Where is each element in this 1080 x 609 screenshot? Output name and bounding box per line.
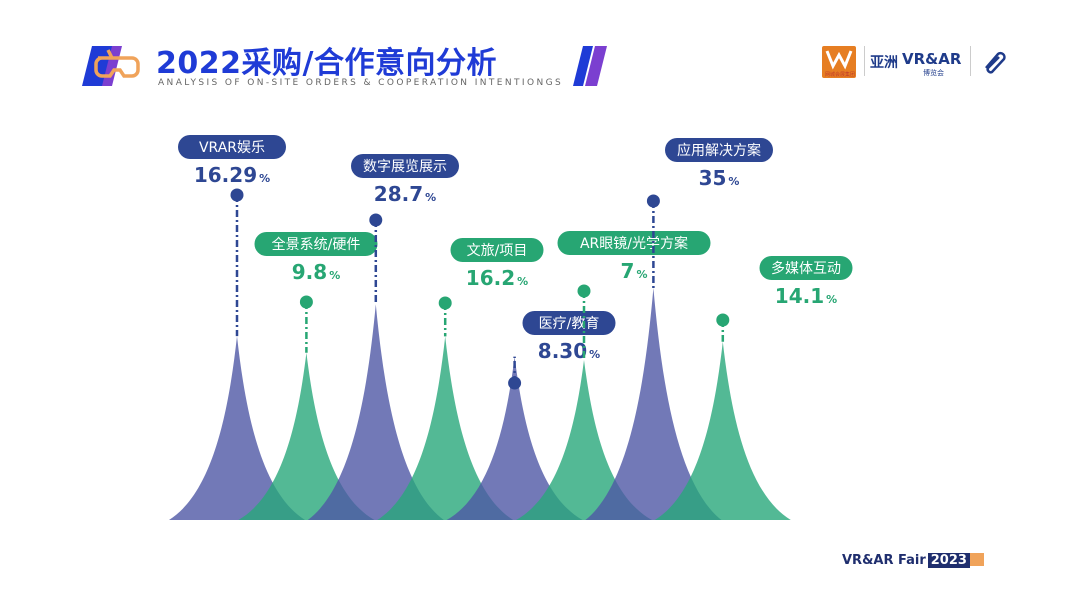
footer-accent bbox=[969, 553, 984, 566]
peak-6 bbox=[585, 288, 722, 520]
category-pill-3 bbox=[450, 238, 544, 262]
value-unit-6: % bbox=[728, 175, 739, 188]
category-label-4: 医疗/教育 bbox=[539, 316, 600, 332]
category-label-1: 全景系统/硬件 bbox=[272, 236, 361, 253]
category-label-7: 多媒体互动 bbox=[771, 260, 841, 277]
category-pill-5 bbox=[557, 231, 711, 255]
paperclip-logo-icon bbox=[985, 51, 1006, 74]
marker-dot-0 bbox=[230, 188, 244, 202]
footer-event: VR&AR Fair bbox=[842, 553, 926, 568]
title-decoration-icon bbox=[82, 46, 140, 86]
marker-dot-2 bbox=[369, 213, 383, 227]
company-logo-icon bbox=[822, 46, 856, 78]
value-label-0: 16.29% bbox=[194, 163, 270, 187]
value-unit-0: % bbox=[259, 172, 270, 185]
value-unit-4: % bbox=[589, 348, 600, 361]
peak-0 bbox=[169, 336, 305, 520]
value-label-2: 28.7% bbox=[374, 182, 436, 206]
marker-dot-4 bbox=[508, 376, 522, 390]
peak-1 bbox=[238, 352, 375, 520]
page-title: 2022采购/合作意向分析 bbox=[156, 46, 497, 81]
category-label-2: 数字展览展示 bbox=[363, 159, 447, 175]
value-unit-1: % bbox=[329, 269, 340, 282]
peak-3 bbox=[377, 336, 514, 520]
category-pill-0 bbox=[178, 135, 286, 159]
value-label-6: 35% bbox=[699, 166, 740, 190]
company-logo-caption: 网城会展集团 bbox=[824, 72, 855, 78]
marker-dot-7 bbox=[716, 313, 730, 327]
value-unit-7: % bbox=[826, 293, 837, 306]
logo-divider bbox=[970, 46, 971, 76]
value-label-3: 16.2% bbox=[466, 266, 528, 290]
footer-year: 2023 bbox=[927, 553, 970, 568]
category-label-3: 文旅/项目 bbox=[467, 243, 528, 259]
value-label-5: 7% bbox=[621, 259, 648, 283]
category-pill-7 bbox=[759, 256, 853, 280]
category-pill-6 bbox=[665, 138, 773, 162]
marker-dot-5 bbox=[577, 284, 591, 298]
value-unit-5: % bbox=[636, 268, 647, 281]
logo-vrar-text: VR&AR bbox=[902, 50, 962, 68]
peak-5 bbox=[516, 360, 652, 520]
category-pill-4 bbox=[522, 311, 616, 335]
footer: VR&AR Fair 2023 bbox=[842, 553, 984, 568]
logo-divider bbox=[864, 46, 865, 76]
value-unit-3: % bbox=[517, 275, 528, 288]
value-label-1: 9.8% bbox=[292, 260, 340, 284]
category-label-0: VRAR娱乐 bbox=[199, 140, 265, 156]
logo-expo-text: 博览会 bbox=[923, 69, 944, 77]
marker-dot-1 bbox=[299, 295, 313, 309]
value-label-7: 14.1% bbox=[775, 284, 837, 308]
category-pill-1 bbox=[254, 232, 378, 256]
peak-2 bbox=[307, 304, 444, 520]
marker-dot-6 bbox=[646, 194, 660, 208]
category-label-5: AR眼镜/光学方案 bbox=[580, 235, 688, 252]
title-stripe-icon bbox=[573, 46, 607, 86]
logo-asia-text: 亚洲 bbox=[870, 55, 898, 71]
category-label-6: 应用解决方案 bbox=[677, 142, 761, 159]
page-subtitle: ANALYSIS OF ON-SITE ORDERS & COOPERATION… bbox=[158, 78, 564, 88]
value-label-4: 8.30% bbox=[538, 339, 600, 363]
marker-dot-3 bbox=[438, 296, 452, 310]
peak-7 bbox=[654, 341, 791, 520]
category-pill-2 bbox=[351, 154, 459, 178]
peak-4 bbox=[446, 356, 583, 520]
value-unit-2: % bbox=[425, 191, 436, 204]
sponsor-logos: 网城会展集团 亚洲 VR&AR 博览会 bbox=[820, 44, 1020, 80]
